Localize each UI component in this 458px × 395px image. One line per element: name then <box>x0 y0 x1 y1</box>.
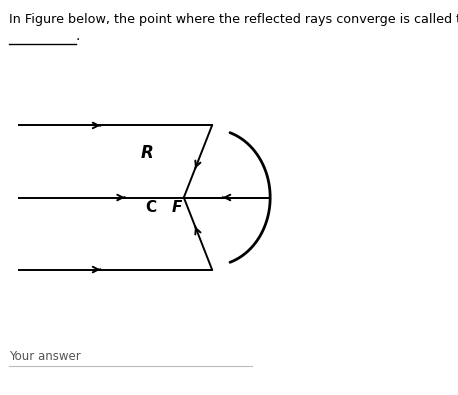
Text: Your answer: Your answer <box>10 350 81 363</box>
Text: C: C <box>145 200 156 215</box>
Text: In Figure below, the point where the reflected rays converge is called the: In Figure below, the point where the ref… <box>10 13 458 26</box>
Text: F: F <box>172 200 182 215</box>
Text: R: R <box>141 144 153 162</box>
Text: .: . <box>76 28 80 43</box>
